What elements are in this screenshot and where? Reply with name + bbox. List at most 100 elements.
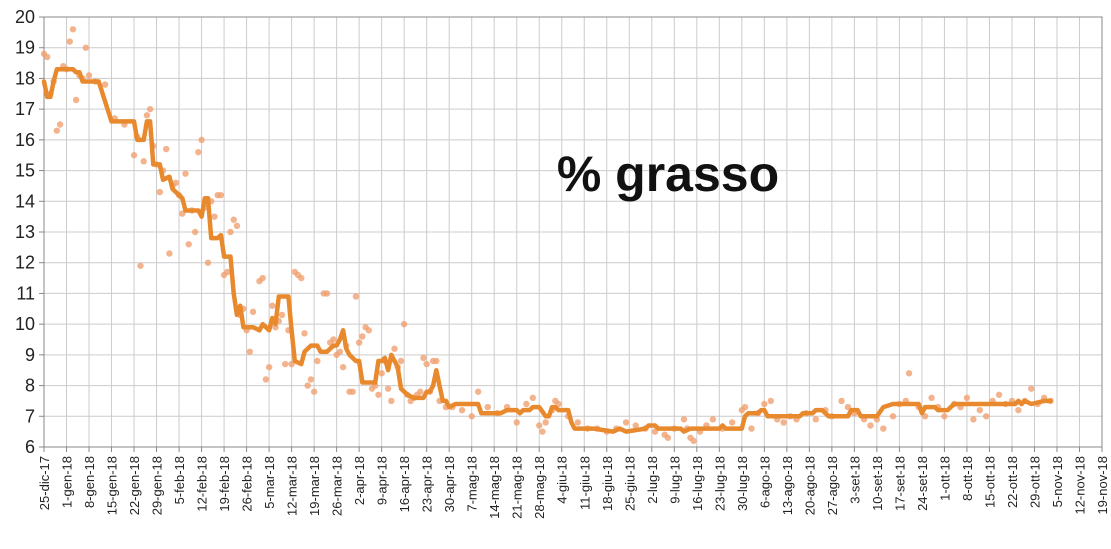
- data-point: [336, 348, 344, 355]
- data-points: [40, 26, 1054, 445]
- data-point: [728, 419, 736, 426]
- data-point: [349, 388, 356, 395]
- data-point: [230, 216, 237, 223]
- data-point: [314, 357, 321, 365]
- x-tick-label: 29-ott-18: [1027, 456, 1042, 508]
- trend-line: [41, 66, 1053, 434]
- y-tick-label: 13: [15, 222, 35, 242]
- x-tick-label: 10-set-18: [870, 456, 885, 511]
- data-point: [1015, 406, 1022, 414]
- x-tick-label: 1-ott-18: [937, 456, 952, 501]
- x-tick-label: 23-lug-18: [712, 456, 727, 511]
- data-point: [458, 406, 466, 414]
- trend-line-group: [41, 66, 1053, 434]
- x-tick-label: 7-mag-18: [465, 456, 480, 512]
- data-point: [976, 406, 983, 414]
- x-tick-label: 21-mag-18: [510, 456, 525, 519]
- data-point: [983, 413, 990, 420]
- data-point: [539, 428, 546, 435]
- x-tick-label: 11-giu-18: [577, 456, 592, 510]
- data-point: [198, 136, 205, 144]
- data-point: [246, 348, 254, 355]
- x-tick-label: 28-mag-18: [532, 456, 547, 519]
- y-tick-label: 19: [15, 38, 35, 58]
- data-point: [748, 425, 755, 432]
- x-tick-label: 14-mag-18: [487, 456, 502, 519]
- data-point: [323, 290, 331, 297]
- x-axis-ticks: 25-dic-17 1-gen-18 8-gen-18 15-gen-18 22-gen…: [37, 447, 1110, 519]
- data-point: [172, 179, 180, 187]
- data-point: [838, 397, 845, 405]
- data-point: [1028, 385, 1035, 392]
- data-point: [513, 419, 520, 426]
- data-point: [224, 268, 231, 276]
- data-point: [928, 394, 935, 402]
- data-point: [66, 38, 73, 45]
- x-tick-label: 24-set-18: [915, 456, 930, 511]
- data-point: [301, 330, 308, 337]
- data-point: [143, 112, 151, 119]
- x-tick-label: 9-apr-18: [375, 456, 390, 505]
- data-point: [227, 228, 234, 236]
- data-point: [146, 105, 154, 113]
- data-point: [433, 357, 440, 365]
- data-point: [889, 413, 897, 420]
- x-tick-label: 9-lug-18: [667, 456, 682, 504]
- data-point: [262, 376, 270, 383]
- data-point: [941, 413, 948, 420]
- data-point: [265, 363, 273, 371]
- x-tick-label: 30-apr-18: [442, 456, 457, 512]
- x-tick-label: 26-feb-18: [240, 456, 255, 512]
- x-tick-label: 12-mar-18: [285, 456, 300, 516]
- x-tick-label: 3-set-18: [847, 456, 862, 504]
- data-point: [970, 416, 977, 423]
- x-tick-label: 5-feb-18: [172, 456, 187, 504]
- data-point: [378, 370, 385, 377]
- data-point: [574, 419, 582, 426]
- data-point: [474, 388, 482, 395]
- data-point: [484, 403, 491, 411]
- data-point: [365, 327, 372, 334]
- data-point: [867, 422, 874, 429]
- y-tick-label: 11: [16, 283, 35, 303]
- chart-title: % grasso: [557, 146, 779, 202]
- x-tick-label: 13-ago-18: [780, 456, 795, 515]
- data-point: [388, 397, 395, 405]
- data-point: [217, 191, 225, 199]
- y-tick-label: 14: [15, 191, 35, 211]
- x-tick-label: 25-dic-17: [37, 456, 52, 510]
- x-tick-label: 2-lug-18: [645, 456, 660, 504]
- y-tick-label: 10: [15, 314, 35, 334]
- y-tick-label: 8: [25, 376, 35, 396]
- data-point: [182, 170, 189, 177]
- data-point: [137, 262, 144, 269]
- x-tick-label: 18-giu-18: [600, 456, 615, 511]
- data-point: [709, 416, 717, 423]
- x-tick-label: 8-ott-18: [960, 456, 975, 501]
- x-tick-label: 23-apr-18: [420, 456, 435, 512]
- x-tick-label: 12-nov-18: [1072, 456, 1087, 515]
- y-tick-label: 9: [25, 345, 35, 365]
- data-point: [397, 357, 405, 365]
- data-point: [529, 394, 537, 402]
- x-tick-label: 15-gen-18: [105, 456, 120, 515]
- x-tick-label: 26-mar-18: [330, 456, 345, 516]
- data-point: [82, 44, 90, 51]
- data-point: [420, 354, 427, 362]
- data-point: [632, 422, 639, 429]
- x-tick-label: 4-giu-18: [555, 456, 570, 504]
- data-point: [310, 388, 318, 395]
- data-point: [767, 397, 774, 405]
- data-point: [140, 158, 147, 165]
- data-point: [191, 228, 199, 236]
- x-tick-label: 12-feb-18: [195, 456, 210, 512]
- data-point: [166, 250, 173, 257]
- data-point: [195, 148, 202, 156]
- data-point: [185, 241, 192, 248]
- data-point: [761, 400, 768, 408]
- x-tick-label: 19-nov-18: [1095, 456, 1110, 515]
- data-point: [963, 394, 971, 402]
- data-point: [278, 311, 286, 319]
- x-tick-label: 30-lug-18: [735, 456, 750, 511]
